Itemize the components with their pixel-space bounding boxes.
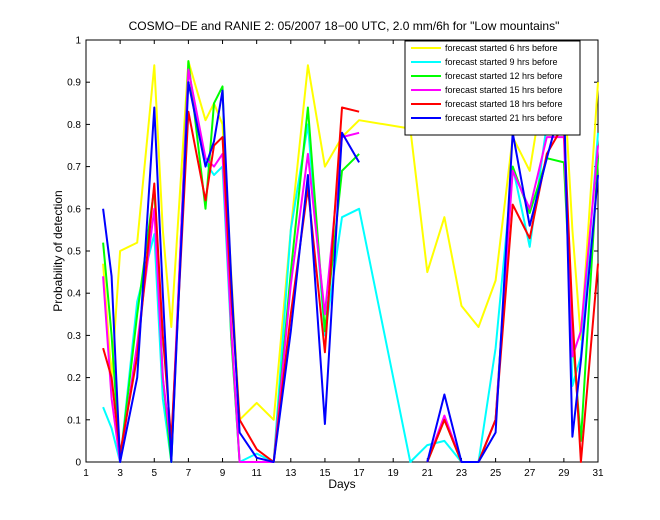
x-tick-label: 23 [456, 468, 468, 479]
x-tick-label: 9 [220, 468, 226, 479]
series-line [102, 60, 599, 421]
x-tick-label: 21 [422, 468, 434, 479]
y-tick-label: 0.5 [67, 247, 81, 258]
y-axis: 0 0.1 0.2 0.3 0.4 0.5 0.6 0.7 0.8 0.9 1 [67, 36, 598, 469]
legend-label: forecast started 15 hrs before [445, 85, 563, 95]
y-tick-label: 0.9 [67, 78, 81, 89]
x-tick-label: 19 [388, 468, 400, 479]
x-tick-label: 3 [117, 468, 123, 479]
legend-label: forecast started 6 hrs before [445, 43, 558, 53]
y-axis-label: Probability of detection [51, 190, 65, 311]
x-tick-label: 13 [285, 468, 297, 479]
y-tick-label: 0.2 [67, 373, 81, 384]
y-tick-label: 0.7 [67, 162, 81, 173]
x-axis-label: Days [328, 477, 355, 491]
legend: forecast started 6 hrs before forecast st… [404, 40, 581, 136]
y-tick-label: 0.1 [67, 415, 81, 426]
y-tick-label: 0.4 [67, 289, 81, 300]
x-tick-label: 31 [592, 468, 604, 479]
y-tick-label: 0.3 [67, 331, 81, 342]
series-line [102, 81, 599, 463]
legend-label: forecast started 12 hrs before [445, 71, 563, 81]
series-lines [102, 60, 599, 463]
legend-label: forecast started 9 hrs before [445, 57, 558, 67]
x-tick-label: 27 [524, 468, 536, 479]
x-tick-label: 5 [151, 468, 157, 479]
y-tick-label: 0 [75, 458, 81, 469]
series-line [102, 68, 599, 463]
x-tick-label: 1 [83, 468, 89, 479]
x-tick-label: 29 [558, 468, 570, 479]
x-tick-label: 7 [186, 468, 192, 479]
chart-title: COSMO−DE and RANIE 2: 05/2007 18−00 UTC,… [129, 19, 560, 33]
legend-box [404, 40, 581, 136]
y-tick-label: 0.8 [67, 120, 81, 131]
legend-label: forecast started 21 hrs before [445, 113, 563, 123]
x-axis: 1 3 5 7 9 11 13 15 17 19 21 23 25 27 29 31 [83, 40, 604, 479]
x-tick-label: 25 [490, 468, 502, 479]
x-tick-label: 11 [251, 468, 262, 479]
y-tick-label: 1 [75, 36, 81, 47]
x-tick-label: 15 [319, 468, 331, 479]
y-tick-label: 0.6 [67, 204, 81, 215]
x-tick-label: 17 [354, 468, 366, 479]
legend-label: forecast started 18 hrs before [445, 99, 563, 109]
